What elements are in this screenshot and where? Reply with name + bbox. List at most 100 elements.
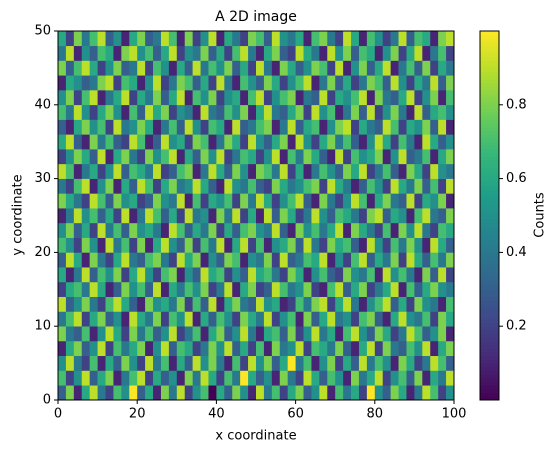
- heatmap-cell: [113, 326, 122, 342]
- colorbar-swatch: [480, 119, 499, 124]
- heatmap-cell: [176, 178, 186, 194]
- heatmap-cell: [121, 119, 130, 135]
- heatmap-cell: [65, 281, 75, 297]
- y-tick-label: 20: [34, 245, 51, 260]
- heatmap-cell: [343, 281, 352, 297]
- heatmap-cell: [168, 163, 178, 179]
- heatmap-cell: [327, 134, 336, 150]
- heatmap-cell: [81, 311, 90, 327]
- heatmap-cell: [192, 104, 201, 120]
- heatmap-cell: [295, 370, 304, 386]
- heatmap-cell: [414, 31, 423, 47]
- heatmap-cell: [343, 149, 352, 165]
- heatmap-cell: [256, 237, 265, 253]
- heatmap-cell: [335, 75, 344, 91]
- heatmap-cell: [295, 134, 304, 150]
- heatmap-cell: [295, 267, 304, 283]
- heatmap-cell: [248, 237, 257, 253]
- heatmap-cell: [192, 31, 201, 47]
- heatmap-cell: [200, 134, 209, 150]
- heatmap-cell: [208, 90, 217, 106]
- heatmap-cell: [208, 296, 217, 312]
- colorbar-swatch: [480, 377, 499, 383]
- heatmap-cell: [343, 45, 352, 61]
- heatmap-cell: [216, 104, 225, 120]
- heatmap-cell: [224, 281, 233, 297]
- heatmap-cell: [216, 163, 225, 179]
- heatmap-cell: [121, 178, 130, 194]
- heatmap-cell: [279, 31, 288, 47]
- heatmap-cell: [279, 340, 288, 357]
- heatmap-cell: [200, 252, 209, 268]
- heatmap-cell: [200, 355, 209, 371]
- heatmap-cell: [58, 340, 67, 357]
- heatmap-cell: [422, 237, 431, 253]
- heatmap-cell: [374, 281, 384, 297]
- heatmap-cell: [192, 267, 201, 283]
- heatmap-cell: [430, 340, 439, 357]
- heatmap-cell: [192, 119, 201, 135]
- heatmap-cell: [232, 45, 241, 61]
- heatmap-cell: [224, 385, 233, 401]
- heatmap-cell: [319, 296, 328, 312]
- heatmap-cell: [240, 119, 249, 135]
- heatmap-cell: [343, 90, 352, 106]
- heatmap-cell: [232, 340, 241, 357]
- heatmap-cell: [406, 60, 415, 76]
- heatmap-cell: [248, 45, 257, 61]
- heatmap-cell: [295, 193, 304, 209]
- colorbar-swatch: [480, 208, 499, 213]
- heatmap-cell: [160, 193, 170, 209]
- heatmap-cell: [271, 222, 281, 238]
- heatmap-cell: [256, 252, 265, 268]
- heatmap-cell: [406, 90, 415, 106]
- heatmap-cell: [208, 326, 217, 342]
- heatmap-cell: [351, 119, 360, 135]
- heatmap-cell: [295, 281, 304, 297]
- heatmap-cell: [295, 60, 304, 76]
- x-tick-label: 100: [442, 407, 467, 422]
- heatmap-cell: [248, 281, 257, 297]
- heatmap-cell: [113, 370, 122, 386]
- heatmap-cell: [422, 60, 431, 76]
- colorbar-swatch: [480, 370, 499, 375]
- heatmap-cell: [160, 281, 170, 297]
- heatmap-cell: [129, 31, 138, 47]
- heatmap-cell: [366, 370, 376, 386]
- heatmap-cell: [374, 208, 384, 224]
- heatmap-cell: [319, 163, 328, 179]
- heatmap-cell: [89, 340, 98, 357]
- heatmap-cell: [129, 237, 138, 253]
- heatmap-cell: [366, 222, 376, 238]
- heatmap-cell: [129, 75, 138, 91]
- heatmap-cell: [358, 237, 368, 253]
- heatmap-cell: [248, 193, 257, 209]
- heatmap-cell: [430, 104, 439, 120]
- heatmap-cell: [168, 355, 178, 371]
- heatmap-cell: [89, 90, 98, 106]
- heatmap-cell: [295, 75, 304, 91]
- heatmap-cell: [58, 119, 67, 135]
- heatmap-cell: [192, 208, 201, 224]
- heatmap-cell: [105, 326, 114, 342]
- heatmap-cell: [208, 31, 217, 47]
- heatmap-cell: [287, 193, 296, 209]
- colorbar-swatch: [480, 226, 499, 231]
- heatmap-cell: [358, 60, 368, 76]
- heatmap-cell: [58, 296, 67, 312]
- heatmap-cell: [121, 104, 130, 120]
- heatmap-cell: [73, 326, 83, 342]
- heatmap-cell: [176, 267, 186, 283]
- colorbar-swatch: [480, 337, 499, 342]
- heatmap-cell: [351, 104, 360, 120]
- heatmap-cell: [160, 326, 170, 342]
- heatmap-cell: [176, 296, 186, 312]
- heatmap-cell: [390, 267, 399, 283]
- heatmap-cell: [263, 163, 273, 179]
- heatmap-cell: [97, 222, 106, 238]
- heatmap-cell: [121, 385, 130, 401]
- heatmap-cell: [89, 45, 98, 61]
- heatmap-cell: [438, 296, 447, 312]
- heatmap-cell: [81, 252, 90, 268]
- heatmap-cell: [105, 104, 114, 120]
